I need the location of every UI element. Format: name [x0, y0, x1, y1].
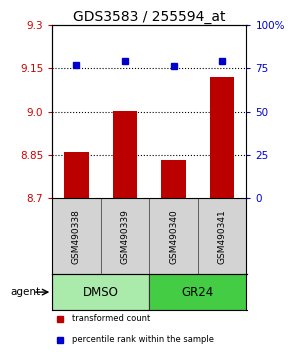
Text: percentile rank within the sample: percentile rank within the sample — [72, 335, 214, 344]
Text: transformed count: transformed count — [72, 314, 150, 323]
Bar — [149, 274, 246, 310]
Bar — [113, 112, 137, 199]
Text: GSM490340: GSM490340 — [169, 209, 178, 264]
Text: GR24: GR24 — [182, 286, 214, 299]
Bar — [162, 160, 186, 199]
Text: agent: agent — [10, 287, 41, 297]
Bar — [210, 77, 234, 199]
Bar — [64, 152, 89, 199]
Title: GDS3583 / 255594_at: GDS3583 / 255594_at — [73, 10, 226, 24]
Bar — [101, 199, 149, 274]
Bar — [198, 199, 246, 274]
Text: GSM490341: GSM490341 — [218, 209, 227, 264]
Bar — [52, 274, 149, 310]
Bar — [52, 199, 101, 274]
Text: GSM490339: GSM490339 — [121, 209, 130, 264]
Bar — [149, 199, 198, 274]
Text: GSM490338: GSM490338 — [72, 209, 81, 264]
Text: DMSO: DMSO — [83, 286, 119, 299]
